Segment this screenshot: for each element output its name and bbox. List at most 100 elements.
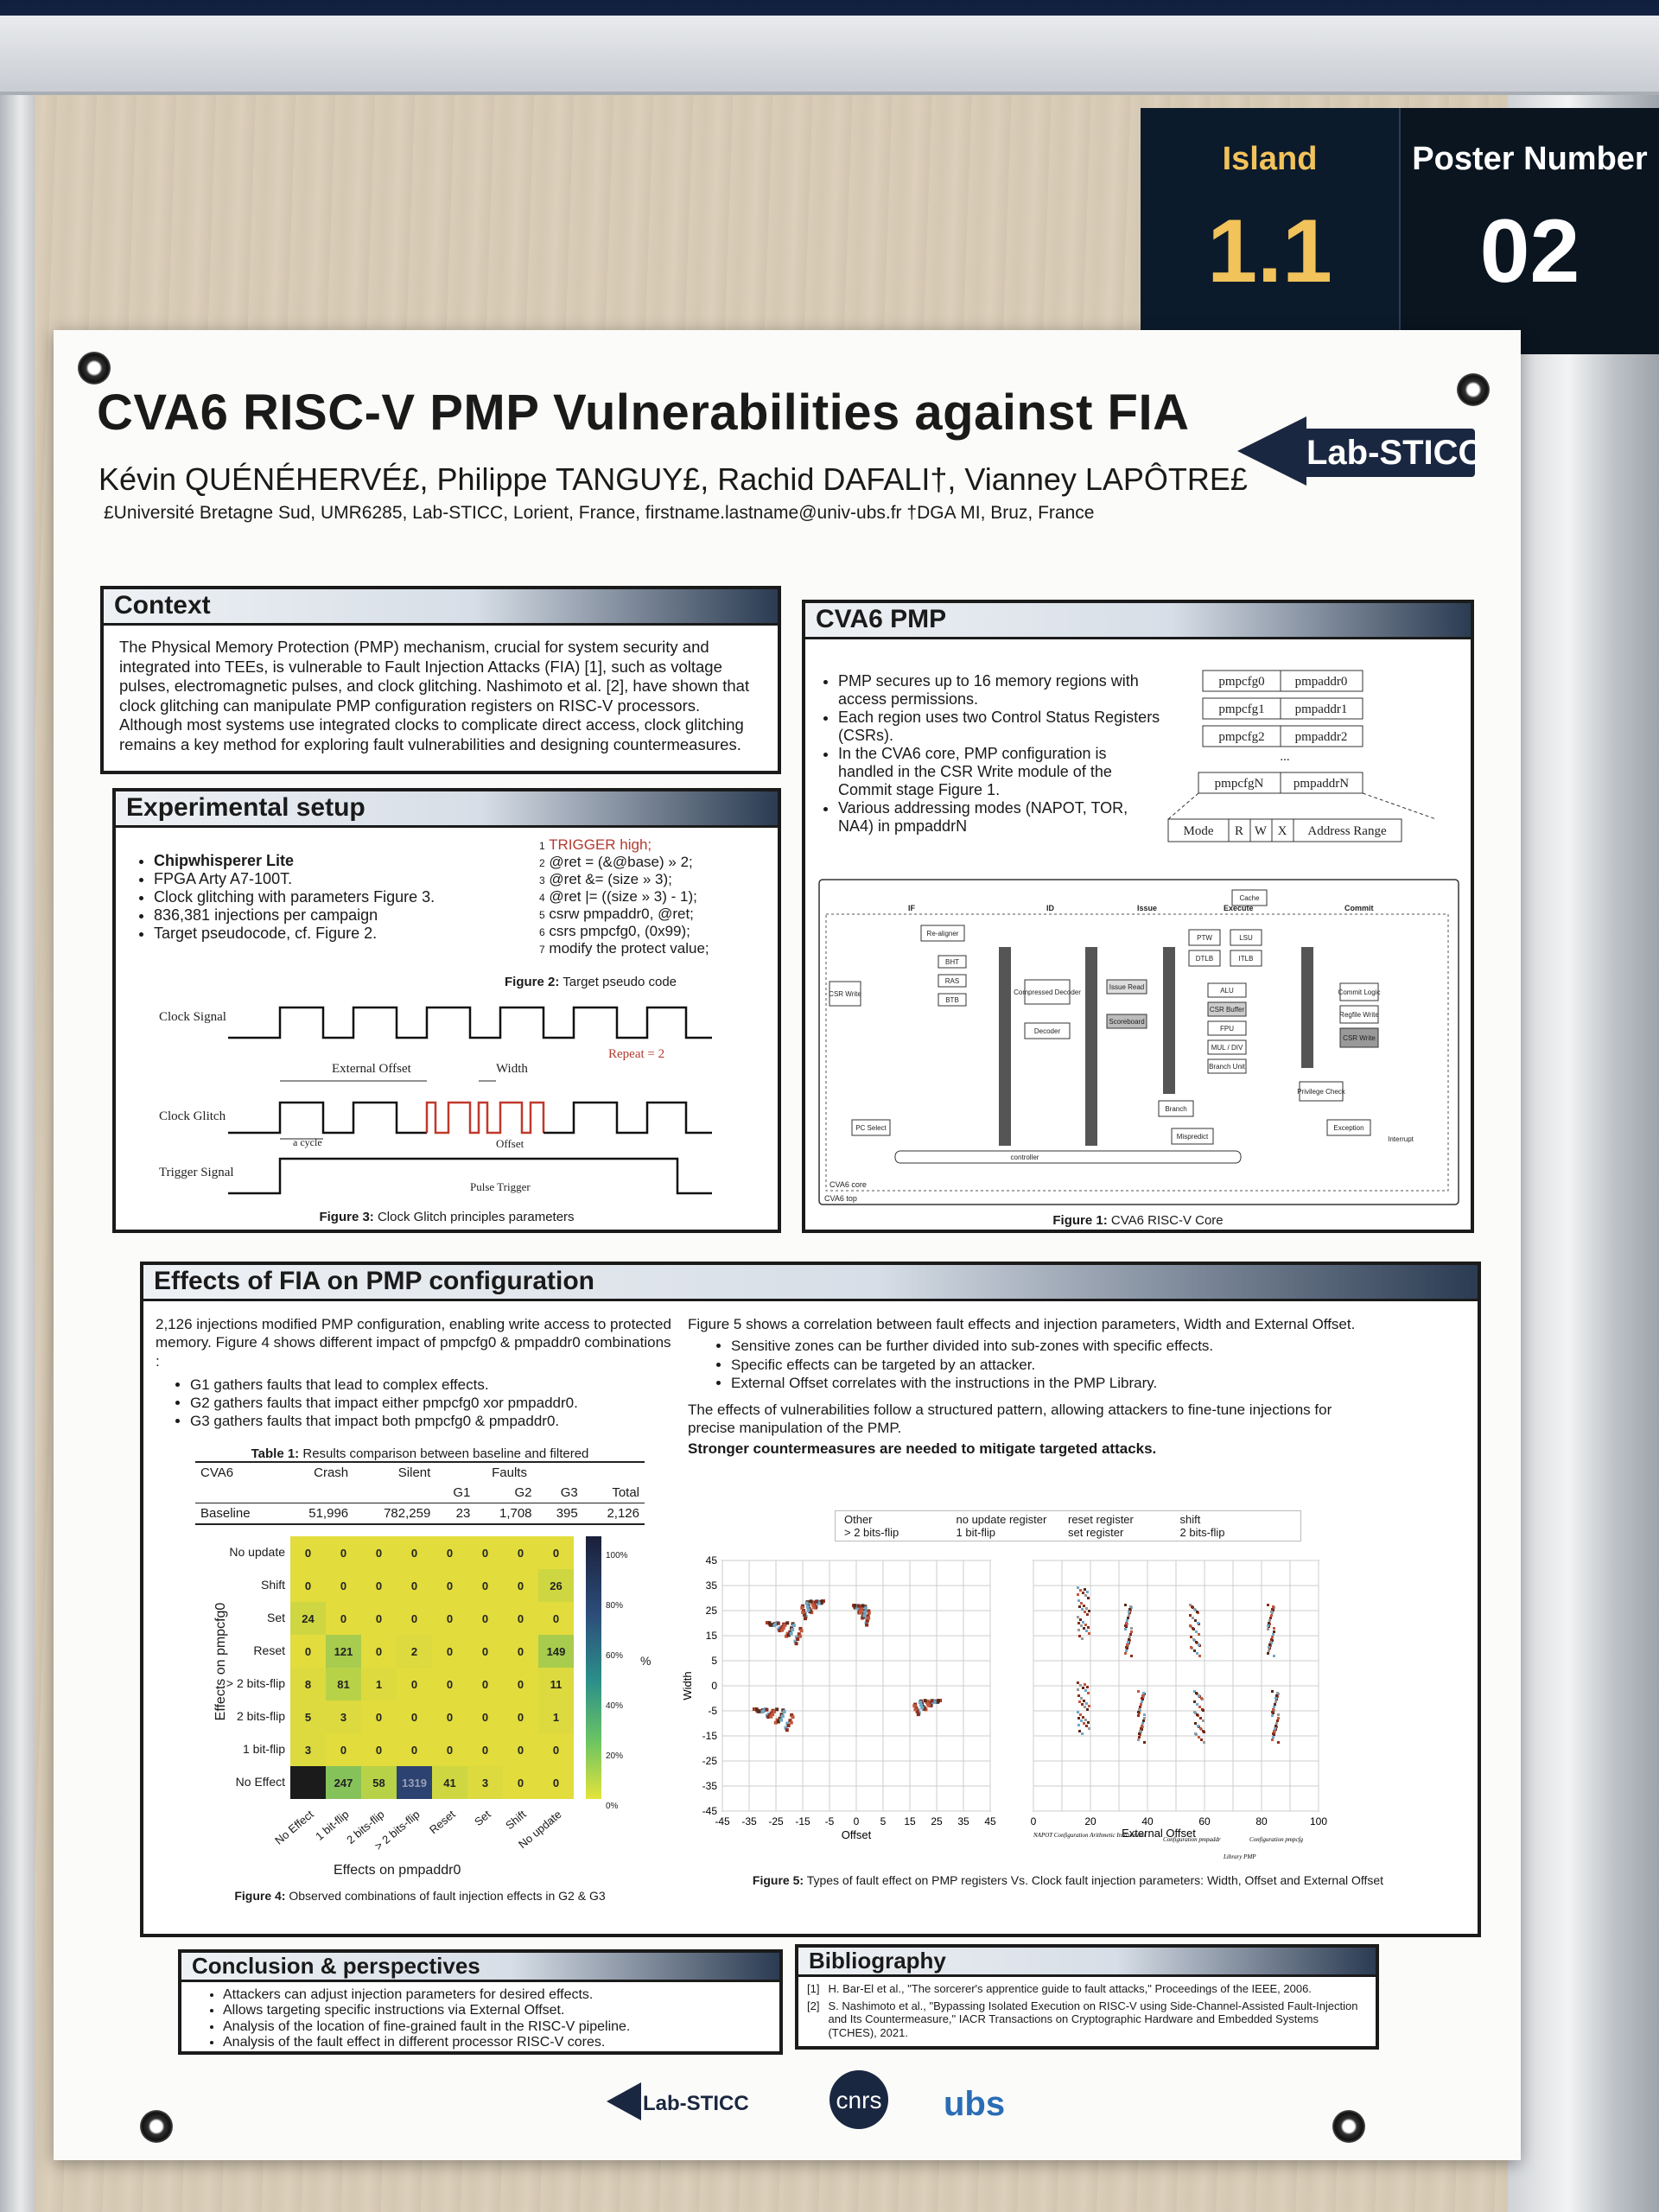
heatmap-row-label: No update: [229, 1545, 285, 1559]
setup-bullet: Chipwhisperer Lite: [154, 852, 496, 870]
scatter-point: [1197, 1622, 1199, 1624]
poster-number-label: Poster Number: [1412, 141, 1648, 177]
scatter-point: [795, 1635, 798, 1639]
scatter-point: [1142, 1692, 1145, 1694]
scatter-point: [785, 1634, 788, 1638]
fig4-caption: Figure 4: Observed combinations of fault…: [234, 1889, 606, 1903]
group-bullet: G3 gathers faults that impact both pmpcf…: [190, 1412, 674, 1430]
fig5-caption: Figure 5: Types of fault effect on PMP r…: [752, 1873, 1384, 1887]
heatmap-cell: 0: [503, 1536, 538, 1569]
scatter-point: [1196, 1652, 1198, 1655]
footer-logo-labsticc: Lab-STICC: [643, 2092, 749, 2115]
scatter-point: [785, 1721, 790, 1726]
x-tick-label: -5: [825, 1815, 835, 1827]
svg-text:CVA6 top: CVA6 top: [824, 1194, 857, 1203]
svg-text:pmpcfg1: pmpcfg1: [1218, 702, 1264, 716]
scatter-point: [1270, 1638, 1273, 1641]
scatter-point: [1198, 1633, 1200, 1636]
scatter-point: [779, 1718, 784, 1722]
plot-annotation: Configuration pmpaddr: [1163, 1836, 1221, 1843]
scatter-point: [1270, 1614, 1273, 1617]
scatter-point: [1271, 1690, 1274, 1693]
y-tick-label: 15: [706, 1630, 718, 1642]
effects-left-text: 2,126 injections modified PMP configurat…: [156, 1315, 674, 1431]
scatter-point: [1086, 1591, 1089, 1593]
heatmap-grid: 0 0 0 0 0 0 0 0 0 0 0 0 0 0 0 26 24 0 0 0 0 0 0 0 0 121 0 2 0 0 0 149 8 8…: [290, 1536, 574, 1799]
scatter-point: [1084, 1611, 1086, 1613]
poster-affiliation: £Université Bretagne Sud, UMR6285, Lab-S…: [104, 503, 1095, 523]
heatmap-cell: 0: [361, 1569, 397, 1602]
heatmap-colorbar: [586, 1536, 601, 1799]
fig3-caption: Figure 3: Clock Glitch principles parame…: [319, 1210, 575, 1224]
x-tick-label: 0: [1031, 1815, 1037, 1827]
cva6-core-diagram: IF ID Issue Execute Commit Re-aligner BH…: [818, 879, 1459, 1205]
scatter-point: [867, 1616, 871, 1620]
scatter-point: [769, 1623, 772, 1627]
scatter-point: [1088, 1610, 1090, 1612]
scatter-legend: Other no update register reset register shi…: [835, 1510, 1301, 1541]
conclusion-bullet: Analysis of the fault effect in differen…: [223, 2035, 779, 2050]
scatter-point: [775, 1707, 779, 1712]
svg-text:pmpaddr2: pmpaddr2: [1295, 730, 1348, 744]
scatter-point: [772, 1624, 777, 1628]
scatter-point: [791, 1624, 796, 1628]
scatter-point: [1077, 1694, 1080, 1697]
scatter-point: [1277, 1713, 1280, 1716]
context-section: Context The Physical Memory Protection (…: [100, 586, 781, 774]
scatter-point: [863, 1605, 868, 1610]
heatmap-cell: 0: [538, 1602, 574, 1635]
scatter-point: [1141, 1694, 1144, 1697]
conclusion-heading: Conclusion & perspectives: [181, 1953, 779, 1982]
scatter-point: [1198, 1655, 1201, 1657]
svg-text:BTB: BTB: [945, 996, 959, 1004]
svg-text:a cycle: a cycle: [293, 1136, 322, 1148]
svg-text:controller: controller: [1011, 1154, 1039, 1161]
heatmap-cell: 0: [361, 1635, 397, 1668]
scatter-point: [1140, 1703, 1142, 1706]
scatter-point: [1196, 1703, 1198, 1706]
scatter-point: [867, 1609, 871, 1613]
scatter-point: [930, 1699, 934, 1703]
scatter-point: [776, 1621, 780, 1625]
scatter-point: [1077, 1622, 1080, 1624]
table1-caption: Table 1: Results comparison between base…: [251, 1446, 589, 1461]
scatter-point: [1192, 1638, 1195, 1641]
y-tick-label: -35: [702, 1780, 718, 1792]
scatter-point: [1079, 1618, 1082, 1621]
x-tick-label: 45: [984, 1815, 996, 1827]
reference-item: [1] H. Bar-El et al., "The sorcerer's app…: [807, 1982, 1312, 1995]
heatmap-cell: 1319: [397, 1766, 432, 1799]
scatter-point: [1200, 1738, 1203, 1741]
y-tick-label: 45: [706, 1554, 718, 1567]
heatmap-cell: 0: [326, 1602, 361, 1635]
setup-bullet: 836,381 injections per campaign: [154, 906, 496, 925]
heatmap-cell: 0: [326, 1733, 361, 1766]
scatter-point: [1083, 1627, 1085, 1630]
results-table: CVA6 Crash Silent Faults G1 G2 G3 Total Baseli…: [195, 1461, 645, 1525]
scatter-point: [929, 1704, 933, 1708]
scatter-point: [1193, 1649, 1196, 1652]
pmp-bullet: PMP secures up to 16 memory regions with…: [838, 672, 1163, 709]
scatter-point: [1273, 1706, 1275, 1708]
scatter-point: [811, 1604, 816, 1608]
scatter-point: [1139, 1730, 1141, 1732]
svg-text:W: W: [1255, 824, 1268, 838]
x-tick-label: -35: [741, 1815, 757, 1827]
scatter-point: [756, 1709, 760, 1713]
scatter-point: [1127, 1617, 1129, 1619]
scatter-point: [1273, 1655, 1275, 1657]
scatter-point: [1274, 1703, 1276, 1706]
table-row: Baseline 51,996 782,259 23 1,708 395 2,126: [195, 1503, 645, 1524]
heatmap-cell: 3: [326, 1700, 361, 1733]
pmp-bullets: PMP secures up to 16 memory regions with…: [817, 672, 1163, 836]
x-tick-label: 35: [957, 1815, 969, 1827]
y-tick-label: -15: [702, 1730, 718, 1742]
scatter-point: [806, 1608, 810, 1612]
setup-bullet: FPGA Arty A7-100T.: [154, 870, 496, 888]
scatter-point: [1272, 1605, 1274, 1608]
results-table-block: Table 1: Results comparison between base…: [195, 1446, 645, 1525]
scatter-point: [1138, 1708, 1141, 1711]
scatter-point: [785, 1621, 790, 1625]
scatter-point: [1141, 1725, 1143, 1727]
